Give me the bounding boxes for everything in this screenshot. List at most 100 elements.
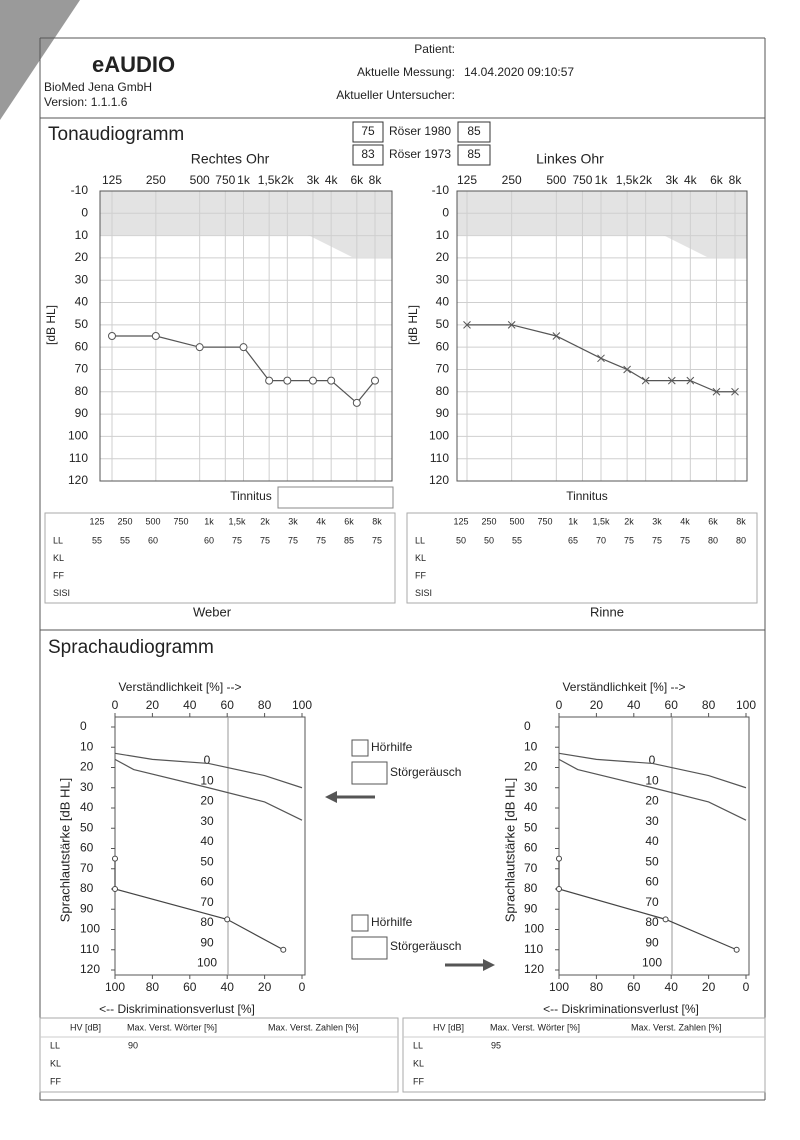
x-tick-label: 20: [146, 698, 160, 712]
y-tick-label: 40: [80, 800, 94, 814]
x-tick-label: 4k: [325, 173, 339, 187]
plot-frame: [456, 190, 748, 482]
y-tick-label: -10: [71, 183, 89, 197]
x2-tick-label: 80: [146, 980, 160, 994]
marker: [108, 332, 116, 340]
y-tick-label: 40: [524, 800, 538, 814]
marker-stroke: [463, 320, 471, 329]
table-cell: 55: [120, 535, 130, 545]
marker: [224, 916, 231, 923]
y-tick-label: 10: [524, 739, 538, 753]
x-tick-label: 500: [190, 173, 210, 187]
table-header: 750: [173, 516, 188, 526]
version: Version: 1.1.1.6: [44, 95, 128, 109]
x-tick-label: 80: [702, 698, 716, 712]
y-tick-label: 20: [436, 250, 450, 264]
tinnitus-box: [277, 486, 394, 509]
checkbox[interactable]: [351, 761, 388, 785]
marker: [112, 855, 118, 862]
normal-range: [457, 191, 747, 257]
y-tick-label: 0: [80, 719, 87, 733]
option-label: Hörhilfe: [371, 915, 413, 929]
table-row-label: FF: [53, 570, 64, 580]
y-tick-label: 100: [80, 922, 100, 936]
marker: [552, 332, 561, 340]
table-cell: 60: [148, 535, 158, 545]
y-tick-label: 100: [524, 922, 544, 936]
y-tick-label: 80: [524, 881, 538, 895]
option-group: Hörhilfe Störgeräusch: [351, 914, 495, 971]
x-tick-label: 500: [546, 173, 566, 187]
arrow-head: [483, 959, 495, 971]
table-row-label: KL: [413, 1058, 424, 1068]
section-title: Tonaudiogramm: [48, 124, 184, 145]
table-header: 1k: [204, 516, 214, 526]
marker-stroke: [686, 376, 695, 385]
checkbox[interactable]: [351, 936, 388, 960]
table-header: 1,5k: [228, 516, 246, 526]
y-tick-label: 120: [524, 962, 544, 976]
level-label: 10: [200, 773, 214, 787]
y-tick-label: 60: [75, 339, 89, 353]
table-header: 8k: [736, 516, 746, 526]
marker: [112, 886, 118, 892]
x-axis-label: Verständlichkeit [%] -->: [562, 680, 685, 694]
roeser-left-value: 85: [467, 147, 481, 161]
table-cell: 60: [204, 535, 214, 545]
table-row-label: LL: [415, 535, 425, 545]
table-cell: 75: [624, 535, 634, 545]
x-tick-label: 2k: [639, 173, 653, 187]
x-axis-label: <-- Diskriminationsverlust [%]: [99, 1002, 255, 1016]
x-tick-label: 1,5k: [258, 173, 282, 187]
table-cell: 65: [568, 535, 578, 545]
measurement-value: 14.04.2020 09:10:57: [464, 65, 574, 79]
x-tick-label: 40: [627, 698, 641, 712]
x-tick-label: 60: [665, 698, 679, 712]
y-axis-label: [dB HL]: [406, 305, 420, 345]
x-tick-label: 60: [221, 698, 235, 712]
y-tick-label: 70: [75, 362, 89, 376]
roeser-label: Röser 1980: [389, 124, 451, 138]
roeser-label: Röser 1973: [389, 147, 451, 161]
x-tick-label: 6k: [350, 173, 364, 187]
tinnitus-label: Tinnitus: [230, 489, 272, 503]
marker-stroke: [667, 376, 676, 385]
marker: [327, 376, 336, 385]
examiner-label: Aktueller Untersucher:: [336, 88, 455, 102]
y-tick-label: 40: [75, 295, 89, 309]
table-header: 3k: [652, 516, 662, 526]
y-tick-label: 70: [524, 861, 538, 875]
y-tick-label: 90: [436, 406, 450, 420]
company: BioMed Jena GmbH: [44, 80, 152, 94]
table-header: 2k: [260, 516, 270, 526]
x-tick-label: 0: [556, 698, 563, 712]
y-tick-label: 10: [75, 228, 89, 242]
table-frame: [44, 512, 396, 604]
checkbox[interactable]: [351, 739, 369, 757]
reference-curve: [114, 752, 303, 789]
y-axis-label: [dB HL]: [44, 305, 58, 345]
roeser-box: [352, 121, 384, 143]
roeser-right-value: 83: [361, 147, 375, 161]
speech-curve: [114, 858, 284, 951]
x2-tick-label: 60: [627, 980, 641, 994]
level-label: 40: [645, 834, 659, 848]
table-row-label: FF: [50, 1076, 61, 1086]
table-frame: [39, 1017, 399, 1093]
y-tick-label: 80: [80, 881, 94, 895]
y-tick-label: 0: [524, 719, 531, 733]
x-tick-label: 3k: [665, 173, 679, 187]
y-tick-label: 70: [436, 362, 450, 376]
y-tick-label: 40: [436, 295, 450, 309]
checkbox[interactable]: [351, 914, 369, 932]
option-label: Störgeräusch: [390, 939, 461, 953]
table-frame: [406, 512, 758, 604]
table-cell: 95: [491, 1040, 501, 1050]
marker-stroke: [597, 354, 605, 363]
arrow-head: [325, 791, 337, 803]
marker: [686, 376, 695, 385]
x-tick-label: 3k: [307, 173, 321, 187]
marker: [733, 946, 740, 953]
table-header: 500: [509, 516, 524, 526]
